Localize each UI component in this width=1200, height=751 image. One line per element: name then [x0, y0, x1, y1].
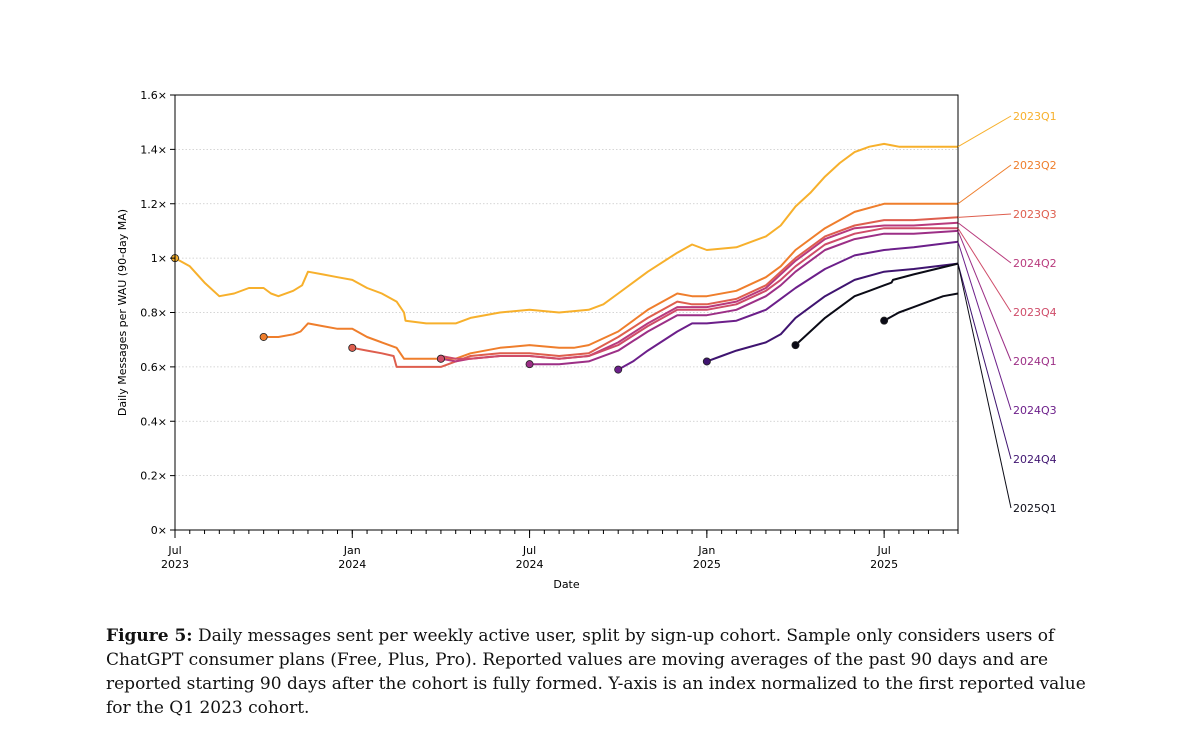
start-marker-2025Q1-b: [880, 316, 889, 325]
start-marker-2024Q1: [525, 360, 534, 369]
leader-line-2023Q2: [957, 164, 1012, 205]
series-label-2024Q4: 2024Q4: [1013, 453, 1057, 466]
series-label-2024Q2: 2024Q2: [1013, 257, 1057, 270]
leader-line-2023Q3: [957, 213, 1012, 218]
series-labels: 2023Q1 2023Q2 2023Q3 2024Q2 2023Q4 2024Q1 2024…: [957, 110, 1057, 515]
y-tick-label: 1.4×: [140, 143, 167, 156]
series-label-2025Q1: 2025Q1: [1013, 502, 1057, 515]
start-marker-2023Q2: [259, 332, 268, 341]
y-tick-label: 0×: [151, 524, 167, 537]
leader-line-2024Q3: [957, 241, 1012, 411]
series-label-2023Q3: 2023Q3: [1013, 208, 1057, 221]
y-axis: 0× 0.2× 0.4× 0.6× 0.8× 1× 1.2× 1.4× 1.6×: [140, 89, 175, 537]
x-tick-year: 2025: [870, 558, 898, 571]
start-marker-2025Q1: [791, 341, 800, 350]
y-tick-label: 1.2×: [140, 198, 167, 211]
series-label-2024Q3: 2024Q3: [1013, 404, 1057, 417]
cohort-line-chart: 0×0.2×0.4×0.6×0.8×1×1.2×1.4×1.6× Jul2023…: [116, 89, 1057, 591]
x-tick-month: Jan: [697, 544, 715, 557]
x-tick-year: 2023: [161, 558, 189, 571]
series-line-2024Q1: [529, 229, 959, 366]
x-tick-year: 2024: [338, 558, 366, 571]
leader-line-2024Q4: [957, 263, 1012, 460]
figure-label: Figure 5:: [106, 626, 193, 646]
y-axis-label: Daily Messages per WAU (90-day MA): [116, 209, 129, 416]
y-tick-label: 0.6×: [140, 361, 167, 374]
series-lines: [174, 142, 959, 371]
cohort-start-markers: [170, 254, 889, 374]
series-line-2025Q1: [794, 262, 959, 346]
x-axis-label: Date: [553, 578, 580, 591]
figure-caption: Figure 5: Daily messages sent per weekly…: [106, 624, 1086, 720]
start-marker-2024Q3: [614, 365, 623, 374]
leader-line-2024Q1: [957, 230, 1012, 362]
series-line-2023Q3: [352, 216, 959, 368]
y-tick-label: 0.4×: [140, 415, 167, 428]
figure-caption-text: Daily messages sent per weekly active us…: [106, 626, 1086, 718]
y-tick-label: 0.8×: [140, 307, 167, 320]
start-marker-2023Q3: [348, 343, 357, 352]
start-marker-2023Q4: [436, 354, 445, 363]
x-tick-year: 2024: [516, 558, 544, 571]
x-tick-month: Jul: [522, 544, 536, 557]
series-line-2024Q2: [440, 221, 959, 363]
x-tick-year: 2025: [693, 558, 721, 571]
start-marker-2024Q4: [702, 357, 711, 366]
x-tick-month: Jul: [167, 544, 181, 557]
series-line-2023Q4: [440, 227, 958, 360]
leader-line-2024Q2: [957, 222, 1012, 264]
series-label-2023Q4: 2023Q4: [1013, 306, 1057, 319]
x-tick-month: Jan: [343, 544, 361, 557]
y-tick-label: 0.2×: [140, 470, 167, 483]
series-line-2024Q4: [706, 262, 959, 363]
series-line-2023Q2: [263, 202, 958, 360]
y-tick-label: 1×: [151, 252, 167, 265]
y-tick-label: 1.6×: [140, 89, 167, 102]
leader-line-2023Q1: [957, 115, 1012, 148]
x-tick-month: Jul: [876, 544, 890, 557]
series-label-2023Q2: 2023Q2: [1013, 159, 1057, 172]
series-label-2023Q1: 2023Q1: [1013, 110, 1057, 123]
series-label-2024Q1: 2024Q1: [1013, 355, 1057, 368]
series-line-2025Q1-b: [883, 292, 959, 322]
series-line-2024Q3: [617, 240, 959, 371]
series-line-2023Q1: [174, 142, 958, 325]
leader-line-2023Q4: [957, 227, 1012, 313]
leader-line-2025Q1: [957, 263, 1012, 509]
